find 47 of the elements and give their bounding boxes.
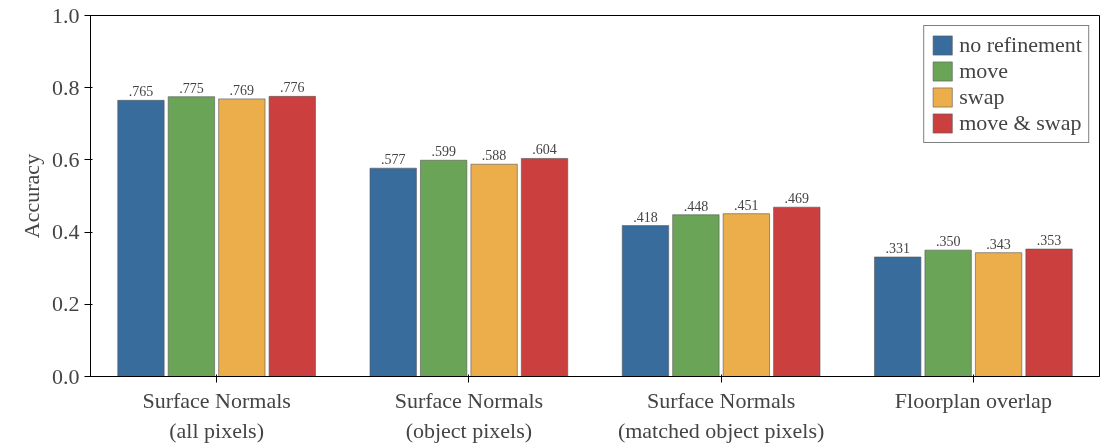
bar	[521, 158, 569, 377]
data-label: .343	[986, 236, 1011, 252]
bar	[420, 159, 468, 377]
data-label: .588	[481, 148, 507, 164]
data-label: .353	[1036, 233, 1062, 249]
legend-label: no refinement	[959, 32, 1082, 58]
x-tick-label: Surface Normals (object pixels)	[394, 387, 544, 443]
bar	[672, 214, 720, 377]
x-tick-label: Surface Normals (all pixels)	[142, 387, 291, 443]
legend-label: move	[959, 58, 1009, 84]
y-axis-title: Accuracy	[19, 153, 44, 239]
y-tick-label: 0.2	[52, 291, 80, 317]
bar	[470, 163, 518, 377]
data-label: .776	[280, 80, 305, 96]
data-label: .331	[885, 241, 910, 257]
legend-label: swap	[959, 84, 1005, 110]
y-tick-label: 1.0	[52, 2, 80, 28]
bar	[268, 96, 316, 377]
bar	[621, 225, 669, 377]
bar	[874, 256, 922, 377]
x-tick-label: Floorplan overlap	[894, 387, 1052, 413]
bar	[167, 96, 215, 377]
bar	[369, 167, 417, 377]
legend-label: move & swap	[959, 110, 1082, 136]
bar	[722, 213, 770, 377]
data-label: .577	[380, 152, 406, 168]
bar	[218, 98, 266, 377]
data-label: .418	[633, 209, 658, 225]
y-tick-label: 0.6	[52, 146, 80, 172]
bar	[924, 249, 972, 377]
data-label: .469	[784, 191, 810, 207]
data-label: .604	[532, 142, 557, 158]
y-tick-label: 0.8	[52, 74, 80, 100]
data-label: .451	[734, 197, 759, 213]
x-tick-label: Surface Normals (matched object pixels)	[617, 387, 825, 443]
y-tick-label: 0.4	[52, 219, 80, 245]
bar	[773, 206, 821, 377]
bar	[975, 252, 1023, 377]
y-tick-label: 0.0	[52, 363, 80, 389]
data-label: .448	[683, 198, 709, 214]
data-label: .765	[128, 84, 154, 100]
data-label: .350	[935, 234, 961, 250]
data-label: .775	[179, 80, 204, 96]
data-label: .599	[431, 144, 456, 160]
data-label: .769	[229, 82, 255, 98]
bar	[117, 100, 165, 377]
bar	[1025, 248, 1073, 377]
